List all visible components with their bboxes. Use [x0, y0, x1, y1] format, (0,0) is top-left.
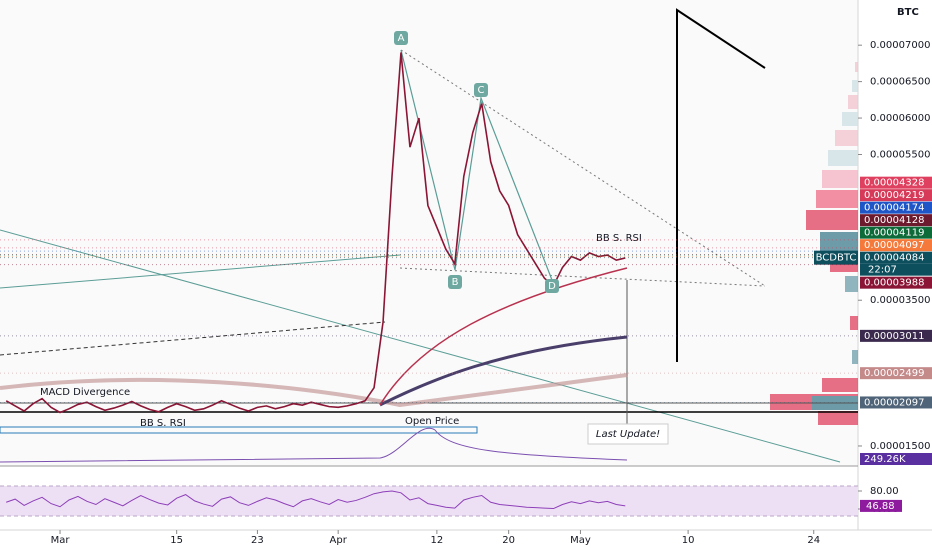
- price-label-box: [860, 176, 932, 189]
- price-label-box: [860, 329, 932, 342]
- currency: BTC: [897, 7, 919, 18]
- drawings: [0, 8, 858, 463]
- price-label: 0.00004128: [864, 215, 924, 226]
- price-label: 0.00004097: [864, 240, 924, 251]
- annotation: Open Price: [405, 416, 459, 427]
- rsi-band: [0, 486, 858, 516]
- x-tick-label: May: [570, 535, 591, 546]
- y-tick-label: 0.00007000: [870, 40, 930, 51]
- price-label: 0.00002499: [864, 368, 924, 379]
- y-tick-label: 0.00005500: [870, 149, 930, 160]
- y-tick-label: 0.00001500: [870, 441, 930, 452]
- pattern-point-box: [448, 275, 462, 289]
- price-label-box: [860, 276, 932, 289]
- price-label: 0.00002097: [864, 397, 924, 408]
- pattern-point-box: [474, 83, 488, 97]
- price-label: 0.00004119: [864, 228, 924, 239]
- price-label-box: [860, 226, 932, 239]
- annotation: MACD Divergence: [40, 387, 130, 398]
- pattern-point: D: [548, 281, 556, 292]
- price-label: 0.00004328: [864, 178, 924, 189]
- price-label-box: [860, 189, 932, 202]
- rsi-tick-label: 80.00: [870, 486, 899, 497]
- symbol-box: [814, 250, 858, 265]
- y-tick-label: 0.00006000: [870, 113, 930, 124]
- price-label-box: [860, 367, 932, 380]
- pattern-point: A: [398, 33, 405, 44]
- price-label-box: [860, 214, 932, 227]
- price-label-box: [860, 251, 932, 264]
- rsi-value-box: [860, 499, 902, 512]
- price-label: 0.00003011: [864, 331, 924, 342]
- price-label: 0.00004174: [864, 203, 924, 214]
- y-tick-label: 0.00003500: [870, 295, 930, 306]
- price-label: 0.00004084: [864, 253, 924, 264]
- price-label-box: [860, 239, 932, 252]
- annotation-box: [587, 423, 669, 445]
- pattern-point: C: [478, 85, 485, 96]
- pattern-point-box: [394, 31, 408, 45]
- price-label-box: [860, 201, 932, 214]
- x-tick-label: 20: [502, 535, 515, 546]
- y-tick-label: 0.00006500: [870, 77, 930, 88]
- x-tick-label: 12: [431, 535, 444, 546]
- symbol: BCDBTC: [816, 253, 857, 264]
- price-label: 0.00004219: [864, 190, 924, 201]
- annotation: Last Update!: [596, 429, 660, 440]
- volume-label-box: [860, 453, 932, 465]
- x-tick-label: Mar: [51, 535, 71, 546]
- price-label: 0.00003988: [864, 278, 924, 289]
- x-tick-label: 23: [251, 535, 264, 546]
- x-tick-label: 10: [682, 535, 695, 546]
- volume-label: 249.26K: [864, 454, 906, 465]
- x-tick-label: 24: [807, 535, 820, 546]
- price-line: [5, 52, 626, 414]
- countdown: 22:07: [868, 265, 897, 276]
- rsi-line: [6, 490, 626, 510]
- rsi-value: 46.88: [866, 501, 895, 512]
- pattern-point-box: [545, 279, 559, 293]
- pattern-point: B: [452, 277, 459, 288]
- x-tick-label: Apr: [330, 535, 348, 546]
- countdown-box: [860, 263, 932, 276]
- annotation: BB S. RSI: [140, 418, 186, 429]
- price-label-box: [860, 396, 932, 409]
- price-pane: [0, 0, 858, 466]
- x-tick-label: 15: [170, 535, 183, 546]
- annotation: BB S. RSI: [596, 233, 642, 244]
